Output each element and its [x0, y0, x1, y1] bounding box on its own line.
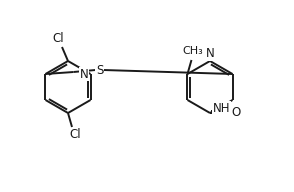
- Text: CH₃: CH₃: [182, 46, 203, 56]
- Text: N: N: [80, 68, 88, 80]
- Text: O: O: [231, 107, 240, 119]
- Text: S: S: [96, 64, 103, 76]
- Text: N: N: [206, 47, 214, 60]
- Text: NH: NH: [213, 102, 230, 115]
- Text: Cl: Cl: [52, 32, 64, 46]
- Text: Cl: Cl: [69, 128, 81, 142]
